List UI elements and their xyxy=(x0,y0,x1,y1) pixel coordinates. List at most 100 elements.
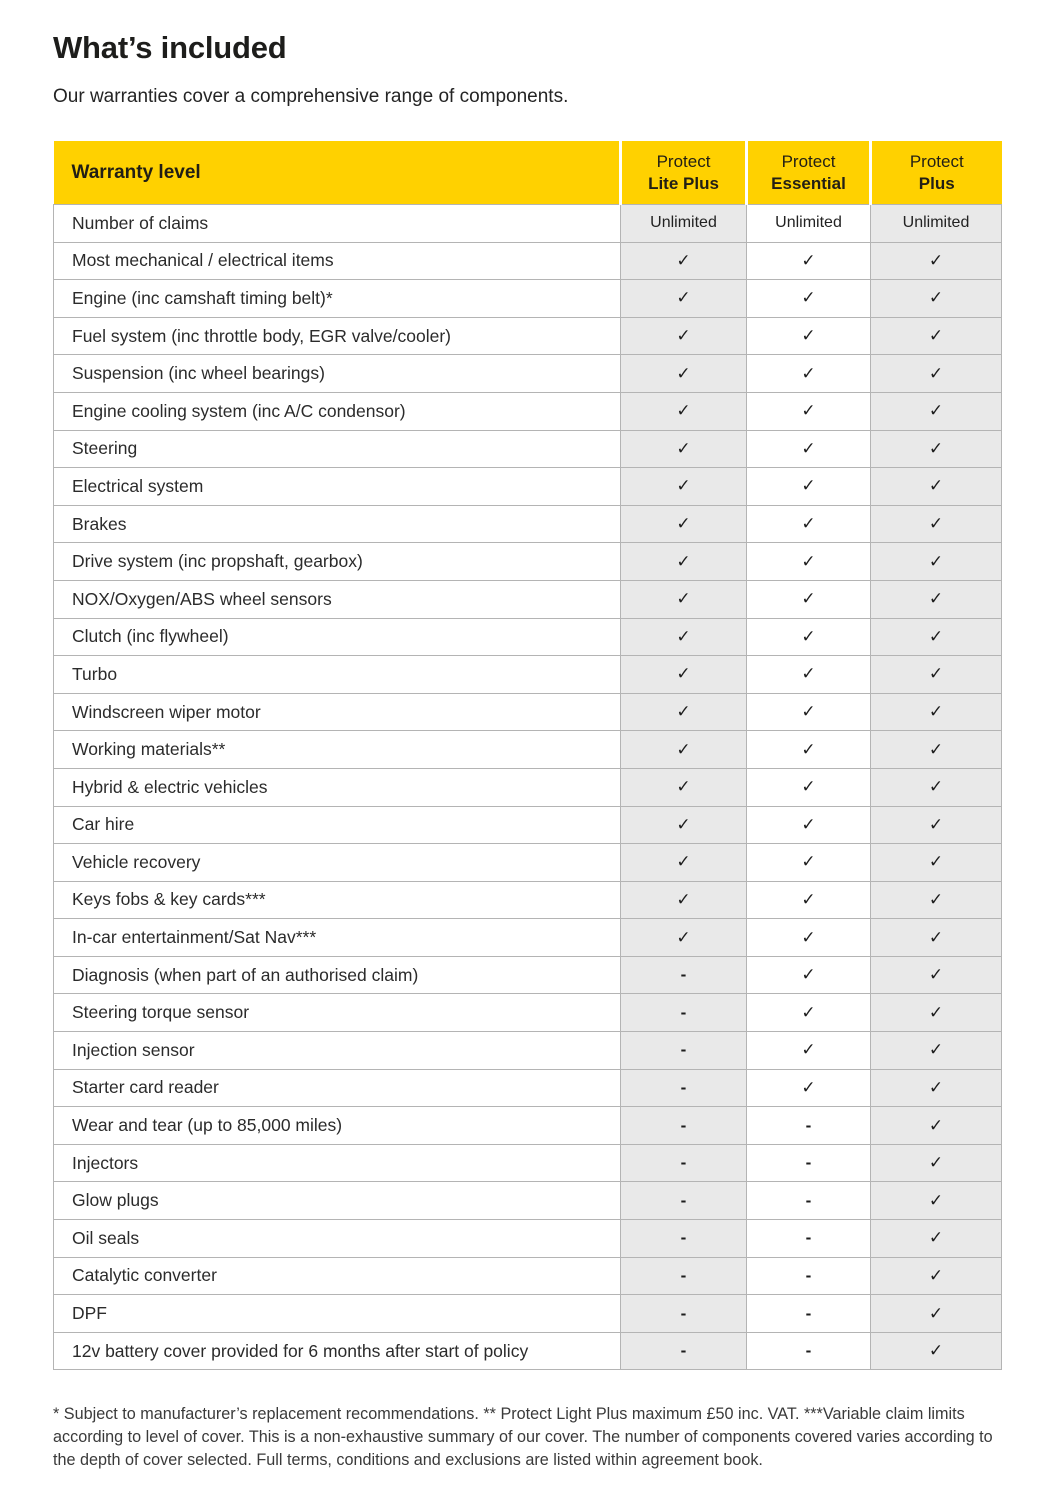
check-icon: ✓ xyxy=(870,692,1002,732)
row-label: Engine cooling system (inc A/C condensor… xyxy=(53,391,621,431)
check-icon: ✓ xyxy=(870,1256,1002,1296)
warranty-table: Warranty level Protect Lite Plus Protect… xyxy=(53,141,1002,1371)
check-icon: ✓ xyxy=(746,579,871,619)
check-icon: ✓ xyxy=(870,918,1002,957)
plan-name-line2: Essential xyxy=(771,173,846,193)
check-icon: ✓ xyxy=(746,843,871,882)
check-icon: ✓ xyxy=(870,279,1002,318)
check-icon: ✓ xyxy=(870,1219,1002,1258)
row-label: Wear and tear (up to 85,000 miles) xyxy=(53,1106,621,1145)
table-row: Suspension (inc wheel bearings) ✓ ✓ ✓ xyxy=(53,354,1002,393)
row-label: Drive system (inc propshaft, gearbox) xyxy=(53,542,621,581)
cell-value: Unlimited xyxy=(746,204,871,243)
table-row: 12v battery cover provided for 6 months … xyxy=(53,1331,1002,1371)
check-icon: ✓ xyxy=(620,579,747,619)
table-row: Clutch (inc flywheel) ✓ ✓ ✓ xyxy=(53,617,1002,657)
check-icon: ✓ xyxy=(746,955,871,995)
check-icon: ✓ xyxy=(746,542,871,581)
table-row: Steering ✓ ✓ ✓ xyxy=(53,429,1002,469)
check-icon: ✓ xyxy=(870,316,1002,356)
row-label: Vehicle recovery xyxy=(53,843,621,882)
check-icon: ✓ xyxy=(620,542,747,581)
row-label: Injectors xyxy=(53,1143,621,1183)
row-label: Injection sensor xyxy=(53,1031,621,1070)
table-row: NOX/Oxygen/ABS wheel sensors ✓ ✓ ✓ xyxy=(53,579,1002,619)
row-label: DPF xyxy=(53,1294,621,1333)
check-icon: ✓ xyxy=(870,1068,1002,1108)
check-icon: ✓ xyxy=(746,354,871,393)
check-icon: ✓ xyxy=(746,692,871,732)
check-icon: ✓ xyxy=(620,918,747,957)
check-icon: ✓ xyxy=(620,880,747,920)
check-icon: ✓ xyxy=(870,1143,1002,1183)
row-label: Car hire xyxy=(53,805,621,845)
row-label: Engine (inc camshaft timing belt)* xyxy=(53,279,621,318)
dash-icon: - xyxy=(620,1181,747,1221)
dash-icon: - xyxy=(620,993,747,1033)
table-row: Number of claims Unlimited Unlimited Unlimi… xyxy=(53,204,1002,243)
table-row: DPF - - ✓ xyxy=(53,1294,1002,1333)
row-label: Fuel system (inc throttle body, EGR valv… xyxy=(53,316,621,356)
row-label: Electrical system xyxy=(53,467,621,506)
table-row: Hybrid & electric vehicles ✓ ✓ ✓ xyxy=(53,767,1002,807)
row-label: Number of claims xyxy=(53,204,621,243)
table-row: Oil seals - - ✓ xyxy=(53,1219,1002,1258)
dash-icon: - xyxy=(620,1219,747,1258)
check-icon: ✓ xyxy=(870,655,1002,694)
dash-icon: - xyxy=(746,1294,871,1333)
check-icon: ✓ xyxy=(746,429,871,469)
check-icon: ✓ xyxy=(870,805,1002,845)
row-label: Oil seals xyxy=(53,1219,621,1258)
table-row: Working materials** ✓ ✓ ✓ xyxy=(53,730,1002,769)
dash-icon: - xyxy=(746,1143,871,1183)
check-icon: ✓ xyxy=(870,1331,1002,1371)
check-icon: ✓ xyxy=(870,880,1002,920)
table-row: Brakes ✓ ✓ ✓ xyxy=(53,504,1002,544)
table-row: In-car entertainment/Sat Nav*** ✓ ✓ ✓ xyxy=(53,918,1002,957)
row-label: Brakes xyxy=(53,504,621,544)
check-icon: ✓ xyxy=(620,655,747,694)
dash-icon: - xyxy=(620,1106,747,1145)
check-icon: ✓ xyxy=(746,1031,871,1070)
cell-value: Unlimited xyxy=(870,204,1002,243)
plan-name-line2: Plus xyxy=(918,173,955,193)
plan-name-line1: Protect xyxy=(781,151,836,171)
check-icon: ✓ xyxy=(746,617,871,657)
check-icon: ✓ xyxy=(746,1068,871,1108)
check-icon: ✓ xyxy=(620,617,747,657)
dash-icon: - xyxy=(746,1256,871,1296)
check-icon: ✓ xyxy=(870,391,1002,431)
check-icon: ✓ xyxy=(870,730,1002,769)
row-label: Steering torque sensor xyxy=(53,993,621,1033)
table-row: Starter card reader - ✓ ✓ xyxy=(53,1068,1002,1108)
check-icon: ✓ xyxy=(746,767,871,807)
row-label: Most mechanical / electrical items xyxy=(53,241,621,281)
header-plan-plus: Protect Plus xyxy=(869,141,1002,205)
check-icon: ✓ xyxy=(620,241,747,281)
header-plan-lite-plus: Protect Lite Plus xyxy=(619,141,747,205)
table-row: Keys fobs & key cards*** ✓ ✓ ✓ xyxy=(53,880,1002,920)
row-label: Windscreen wiper motor xyxy=(53,692,621,732)
dash-icon: - xyxy=(620,955,747,995)
check-icon: ✓ xyxy=(870,767,1002,807)
plan-name-line1: Protect xyxy=(656,151,711,171)
table-row: Turbo ✓ ✓ ✓ xyxy=(53,655,1002,694)
check-icon: ✓ xyxy=(746,805,871,845)
row-label: 12v battery cover provided for 6 months … xyxy=(53,1331,621,1371)
table-row: Electrical system ✓ ✓ ✓ xyxy=(53,467,1002,506)
table-row: Vehicle recovery ✓ ✓ ✓ xyxy=(53,843,1002,882)
check-icon: ✓ xyxy=(620,730,747,769)
table-row: Fuel system (inc throttle body, EGR valv… xyxy=(53,316,1002,356)
table-row: Glow plugs - - ✓ xyxy=(53,1181,1002,1221)
check-icon: ✓ xyxy=(620,805,747,845)
row-label: Diagnosis (when part of an authorised cl… xyxy=(53,955,621,995)
check-icon: ✓ xyxy=(620,316,747,356)
check-icon: ✓ xyxy=(870,1031,1002,1070)
check-icon: ✓ xyxy=(870,1106,1002,1145)
check-icon: ✓ xyxy=(870,843,1002,882)
dash-icon: - xyxy=(620,1068,747,1108)
table-row: Catalytic converter - - ✓ xyxy=(53,1256,1002,1296)
check-icon: ✓ xyxy=(746,467,871,506)
row-label: Working materials** xyxy=(53,730,621,769)
